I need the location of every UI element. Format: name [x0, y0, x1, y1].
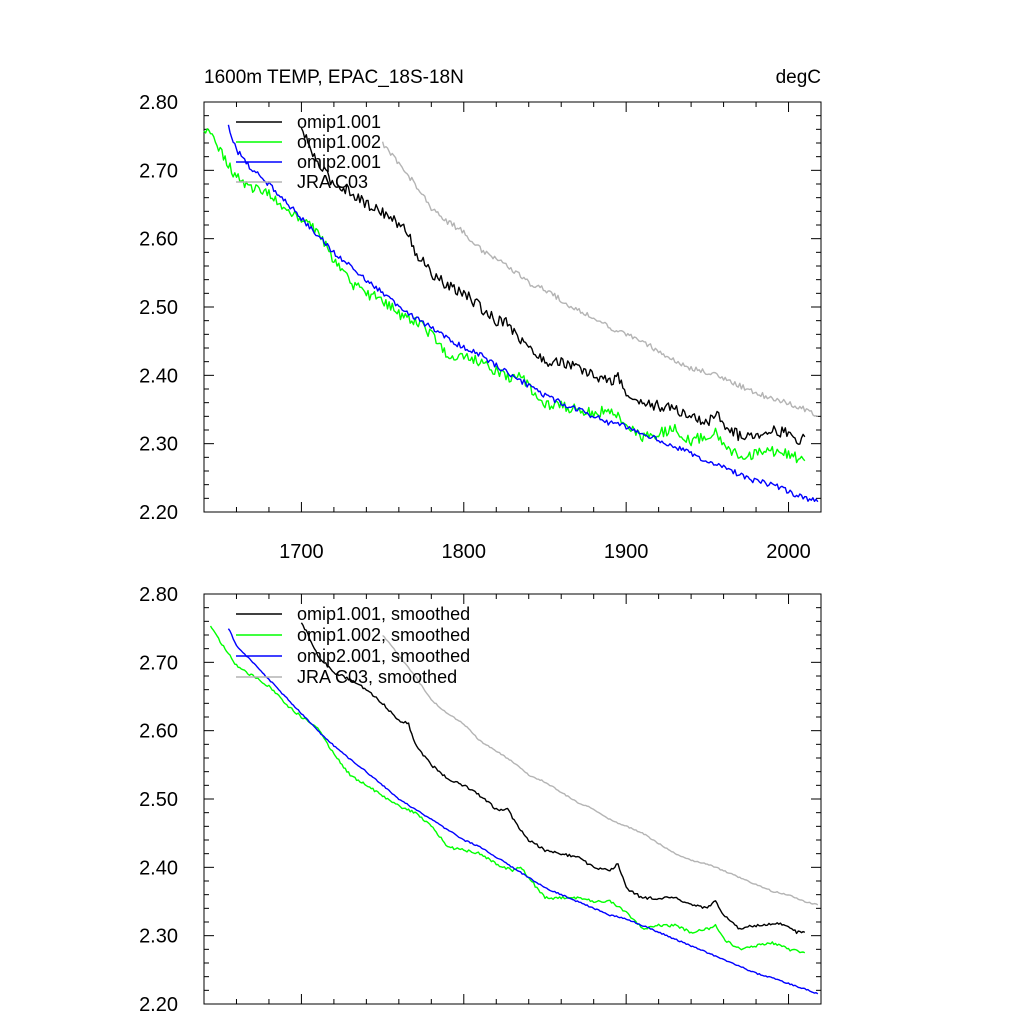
x-tick-label: 1700 — [279, 541, 324, 563]
bottom-panel: 2.20 2.30 2.40 2.50 2.60 2.70 2.80 omip1.001, s… — [139, 584, 822, 1016]
x-tick-label: 1800 — [442, 541, 487, 563]
series-line-jra-c03-smoothed — [382, 634, 819, 906]
y-tick-label: 2.70 — [139, 652, 178, 674]
series-line-omip1-001-smoothed — [300, 622, 806, 935]
series-line-jra-c03 — [381, 141, 818, 417]
y-tick-label: 2.20 — [139, 994, 178, 1016]
units-label: degC — [776, 67, 821, 88]
y-tick-label: 2.20 — [139, 502, 178, 524]
series-line-omip2-001-smoothed — [227, 628, 819, 995]
legend-label-jra-c03-smoothed: JRA C03, smoothed — [297, 667, 457, 687]
legend-label-omip1-002-smoothed: omip1.002, smoothed — [297, 625, 470, 645]
y-tick-label: 2.30 — [139, 926, 178, 948]
series-line-omip1-001 — [300, 127, 806, 445]
legend-label-omip1-001-smoothed: omip1.001, smoothed — [297, 604, 470, 624]
y-tick-label: 2.80 — [139, 92, 178, 114]
x-tick-label: 1900 — [604, 541, 649, 563]
legend-label-omip2-001: omip2.001 — [297, 152, 381, 172]
y-tick-label: 2.80 — [139, 584, 178, 606]
x-tick-label: 2000 — [766, 541, 811, 563]
y-tick-label: 2.50 — [139, 297, 178, 319]
y-tick-label: 2.60 — [139, 721, 178, 743]
top-panel: 2.20 2.30 2.40 2.50 2.60 2.70 2.80 1700 1800 1900… — [139, 92, 822, 563]
legend-label-omip2-001-smoothed: omip2.001, smoothed — [297, 646, 470, 666]
legend-label-jra-c03: JRA C03 — [297, 172, 368, 192]
legend-label-omip1-001: omip1.001 — [297, 112, 381, 132]
y-tick-label: 2.40 — [139, 365, 178, 387]
y-tick-label: 2.60 — [139, 229, 178, 251]
y-tick-label: 2.50 — [139, 789, 178, 811]
y-tick-label: 2.40 — [139, 857, 178, 879]
y-tick-label: 2.70 — [139, 160, 178, 182]
chart-title: 1600m TEMP, EPAC_18S-18N — [204, 67, 464, 88]
series-line-omip1-002 — [203, 128, 806, 464]
series-line-omip2-001 — [227, 124, 819, 503]
y-tick-label: 2.30 — [139, 434, 178, 456]
legend-label-omip1-002: omip1.002 — [297, 132, 381, 152]
